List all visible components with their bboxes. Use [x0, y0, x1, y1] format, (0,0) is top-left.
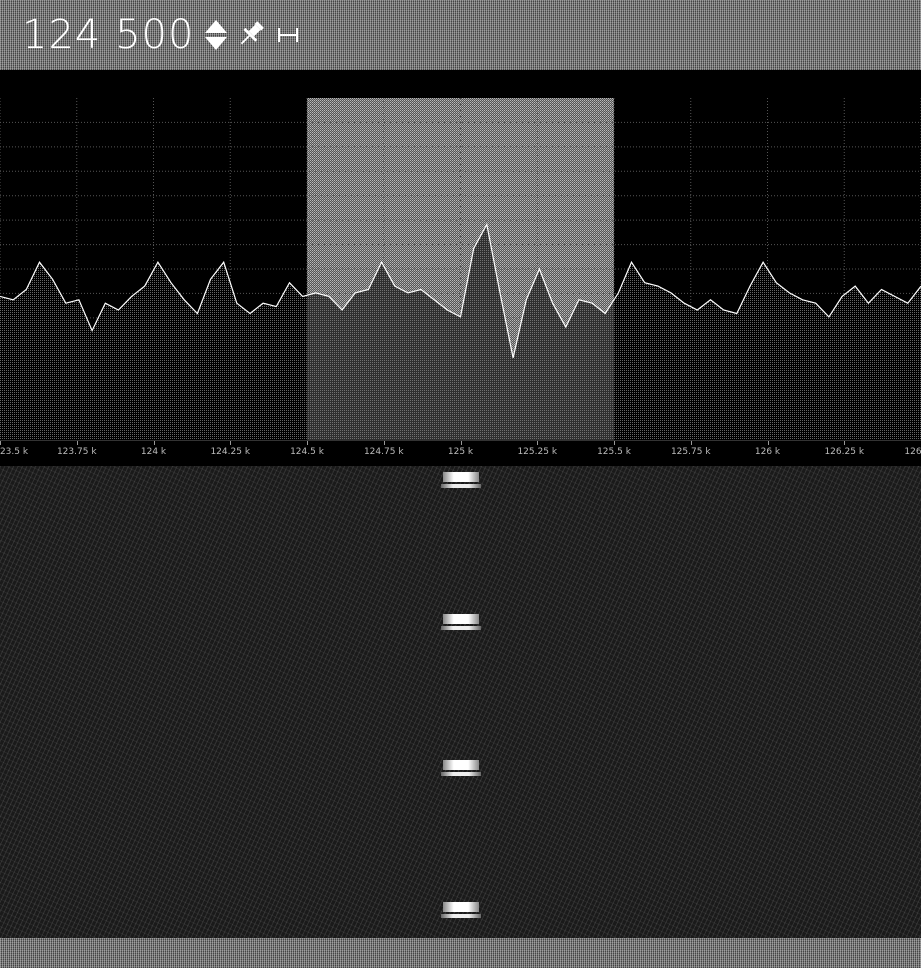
axis-tick-mark: [0, 441, 1, 445]
axis-tick-label: 125 k: [447, 447, 474, 457]
axis-tick-label: 125.75 k: [670, 447, 711, 457]
axis-tick-mark: [460, 441, 462, 445]
toolbar: 124 500: [0, 0, 921, 70]
axis-tick-label: 123.75 k: [56, 447, 97, 457]
axis-tick-mark: [767, 441, 769, 445]
spectrum-trace: [0, 222, 921, 359]
axis-tick-mark: [690, 441, 692, 445]
axis-tick-label: 126.25 k: [824, 447, 865, 457]
axis-tick-label: 126: [904, 447, 921, 457]
axis-tick-label: 124.5 k: [290, 447, 324, 457]
frequency-display[interactable]: 124 500: [22, 12, 195, 58]
axis-tick-label: 124 k: [140, 447, 167, 457]
axis-tick-mark: [383, 441, 385, 445]
spectrum-plot: [0, 98, 921, 440]
updown-arrows-icon[interactable]: [202, 15, 230, 55]
signal-burst: [440, 610, 481, 634]
spectrum-panel[interactable]: [0, 98, 921, 440]
spectrum-fill: [0, 224, 921, 440]
signal-burst: [440, 898, 481, 922]
axis-tick-label: 126 k: [754, 447, 781, 457]
frequency-axis: 23.5 k 123.75 k 124 k 124.25 k 124.5 k 124.75…: [0, 440, 921, 466]
axis-tick-mark: [537, 441, 539, 445]
status-bar: [0, 938, 921, 968]
axis-tick-mark: [76, 441, 78, 445]
axis-tick-mark: [307, 441, 308, 445]
signal-burst: [440, 756, 481, 780]
axis-tick-label: 23.5 k: [0, 447, 29, 457]
axis-tick-label: 125.5 k: [597, 447, 631, 457]
waterfall-display[interactable]: [0, 466, 921, 938]
toolbar-separator: [0, 70, 921, 98]
axis-tick-label: 124.25 k: [210, 447, 251, 457]
axis-tick-mark: [230, 441, 232, 445]
pin-icon[interactable]: [238, 15, 266, 55]
axis-tick-mark: [614, 441, 615, 445]
signal-burst: [440, 468, 481, 492]
axis-tick-mark: [153, 441, 155, 445]
bandwidth-icon[interactable]: [274, 15, 302, 55]
passband-fill: [307, 224, 614, 440]
axis-tick-mark: [844, 441, 846, 445]
axis-tick-label: 125.25 k: [517, 447, 558, 457]
axis-tick-label: 124.75 k: [363, 447, 404, 457]
